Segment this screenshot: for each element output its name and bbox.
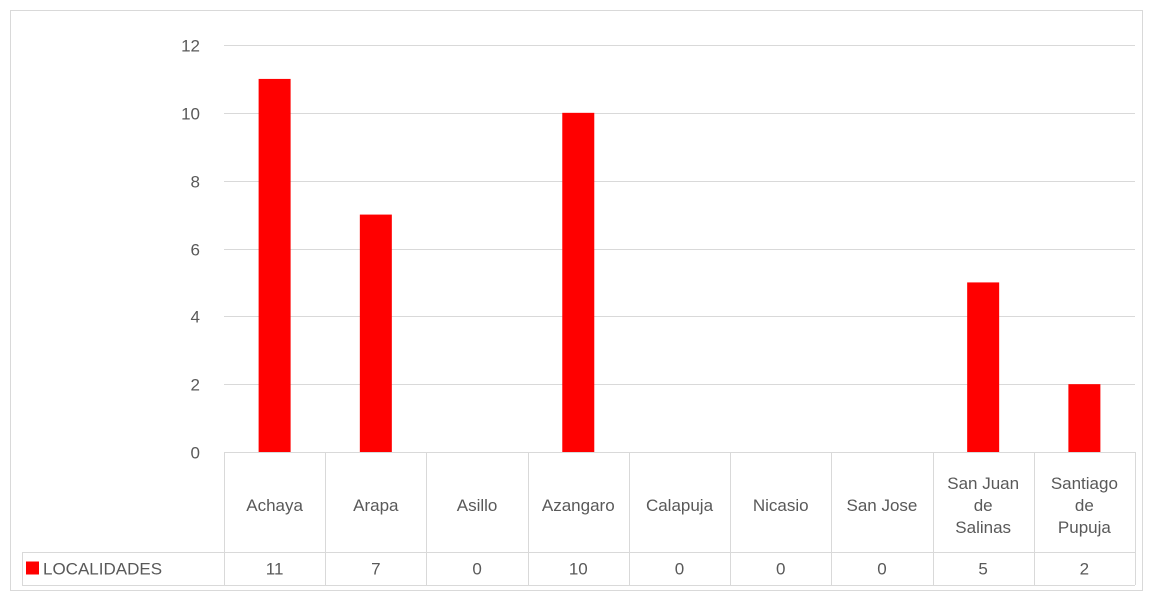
y-tick-label: 4 — [191, 308, 200, 327]
x-tick-label: Santiago — [1051, 474, 1118, 493]
x-tick-label: San Juan — [947, 474, 1019, 493]
data-label: 0 — [472, 560, 481, 579]
x-tick-label: de — [974, 496, 993, 515]
y-tick-label: 2 — [191, 376, 200, 395]
data-label: 0 — [877, 560, 886, 579]
y-tick-label: 0 — [191, 444, 200, 463]
x-tick-label: San Jose — [846, 496, 917, 515]
bars — [258, 78, 1101, 453]
x-tick-label: Pupuja — [1058, 518, 1111, 537]
bar-3 — [562, 112, 595, 452]
data-label: 0 — [675, 560, 684, 579]
x-tick-label: Calapuja — [646, 496, 714, 515]
data-label: 7 — [371, 560, 380, 579]
data-label: 2 — [1080, 560, 1089, 579]
x-tick-label: de — [1075, 496, 1094, 515]
data-table: Achaya Arapa Asillo Azangaro Calapuja Nicasio… — [22, 452, 1136, 586]
bar-7 — [967, 282, 1000, 452]
x-tick-label: Asillo — [457, 496, 498, 515]
y-tick-label: 6 — [191, 241, 200, 260]
data-label: 5 — [978, 560, 987, 579]
bar-0 — [258, 78, 291, 453]
y-tick-label: 10 — [181, 105, 200, 124]
data-label: 0 — [776, 560, 785, 579]
y-axis-ticks: 0 2 4 6 8 10 12 — [181, 37, 200, 463]
y-tick-label: 8 — [191, 173, 200, 192]
bar-1 — [359, 214, 392, 452]
legend-label: LOCALIDADES — [43, 560, 162, 579]
x-tick-label: Azangaro — [542, 496, 615, 515]
x-tick-label: Salinas — [955, 518, 1011, 537]
x-tick-label: Nicasio — [753, 496, 809, 515]
bar-8 — [1068, 384, 1101, 452]
legend-swatch — [26, 561, 39, 575]
x-tick-label: Arapa — [353, 496, 399, 515]
data-label: 11 — [266, 560, 284, 579]
y-tick-label: 12 — [181, 37, 200, 56]
x-tick-label: Achaya — [246, 496, 303, 515]
data-label: 10 — [569, 560, 588, 579]
